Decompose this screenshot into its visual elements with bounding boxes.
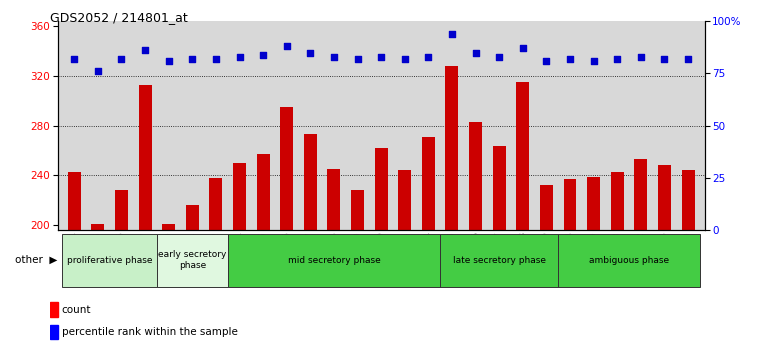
Text: mid secretory phase: mid secretory phase xyxy=(287,256,380,265)
Point xyxy=(92,69,104,74)
Bar xyxy=(162,224,176,230)
Point xyxy=(446,31,458,36)
Text: early secretory
phase: early secretory phase xyxy=(158,251,226,270)
Point xyxy=(682,56,695,62)
Bar xyxy=(540,185,553,230)
Point xyxy=(470,50,482,55)
Point xyxy=(351,56,363,62)
Bar xyxy=(517,82,529,230)
Text: count: count xyxy=(62,305,92,315)
Bar xyxy=(50,325,58,339)
Bar xyxy=(228,234,440,287)
Bar xyxy=(115,190,128,230)
Bar xyxy=(375,148,387,230)
Point xyxy=(588,58,600,64)
Bar xyxy=(493,145,506,230)
Bar xyxy=(209,178,223,230)
Bar xyxy=(351,190,364,230)
Bar xyxy=(92,224,105,230)
Point xyxy=(257,52,270,57)
Bar xyxy=(440,234,558,287)
Bar xyxy=(304,135,316,230)
Point xyxy=(328,54,340,59)
Point xyxy=(658,56,671,62)
Point xyxy=(611,56,624,62)
Point xyxy=(564,56,576,62)
Bar xyxy=(327,169,340,230)
Point xyxy=(139,48,151,53)
Text: late secretory phase: late secretory phase xyxy=(453,256,546,265)
Point xyxy=(209,56,222,62)
Point xyxy=(517,46,529,51)
Point xyxy=(186,56,199,62)
Point xyxy=(304,50,316,55)
Bar xyxy=(157,234,228,287)
Bar xyxy=(256,154,270,230)
Bar xyxy=(587,177,600,230)
Point xyxy=(162,58,175,64)
Bar xyxy=(422,137,435,230)
Text: GDS2052 / 214801_at: GDS2052 / 214801_at xyxy=(50,11,188,24)
Bar xyxy=(658,165,671,230)
Text: proliferative phase: proliferative phase xyxy=(67,256,152,265)
Bar xyxy=(186,205,199,230)
Bar xyxy=(62,234,157,287)
Point xyxy=(68,56,80,62)
Bar xyxy=(611,172,624,230)
Point xyxy=(116,56,128,62)
Point xyxy=(280,44,293,49)
Bar xyxy=(280,107,293,230)
Text: ambiguous phase: ambiguous phase xyxy=(589,256,669,265)
Bar xyxy=(564,179,577,230)
Text: percentile rank within the sample: percentile rank within the sample xyxy=(62,327,238,337)
Point xyxy=(541,58,553,64)
Bar xyxy=(634,159,648,230)
Point xyxy=(493,54,505,59)
Bar xyxy=(469,122,482,230)
Bar xyxy=(68,172,81,230)
Point xyxy=(399,56,411,62)
Point xyxy=(422,54,434,59)
Bar xyxy=(139,85,152,230)
Bar xyxy=(681,170,695,230)
Bar xyxy=(233,163,246,230)
Text: other  ▶: other ▶ xyxy=(15,255,58,265)
Point xyxy=(233,54,246,59)
Point xyxy=(375,54,387,59)
Bar xyxy=(398,170,411,230)
Point xyxy=(634,54,647,59)
Bar xyxy=(446,66,458,230)
Bar xyxy=(558,234,700,287)
Bar xyxy=(50,302,58,317)
